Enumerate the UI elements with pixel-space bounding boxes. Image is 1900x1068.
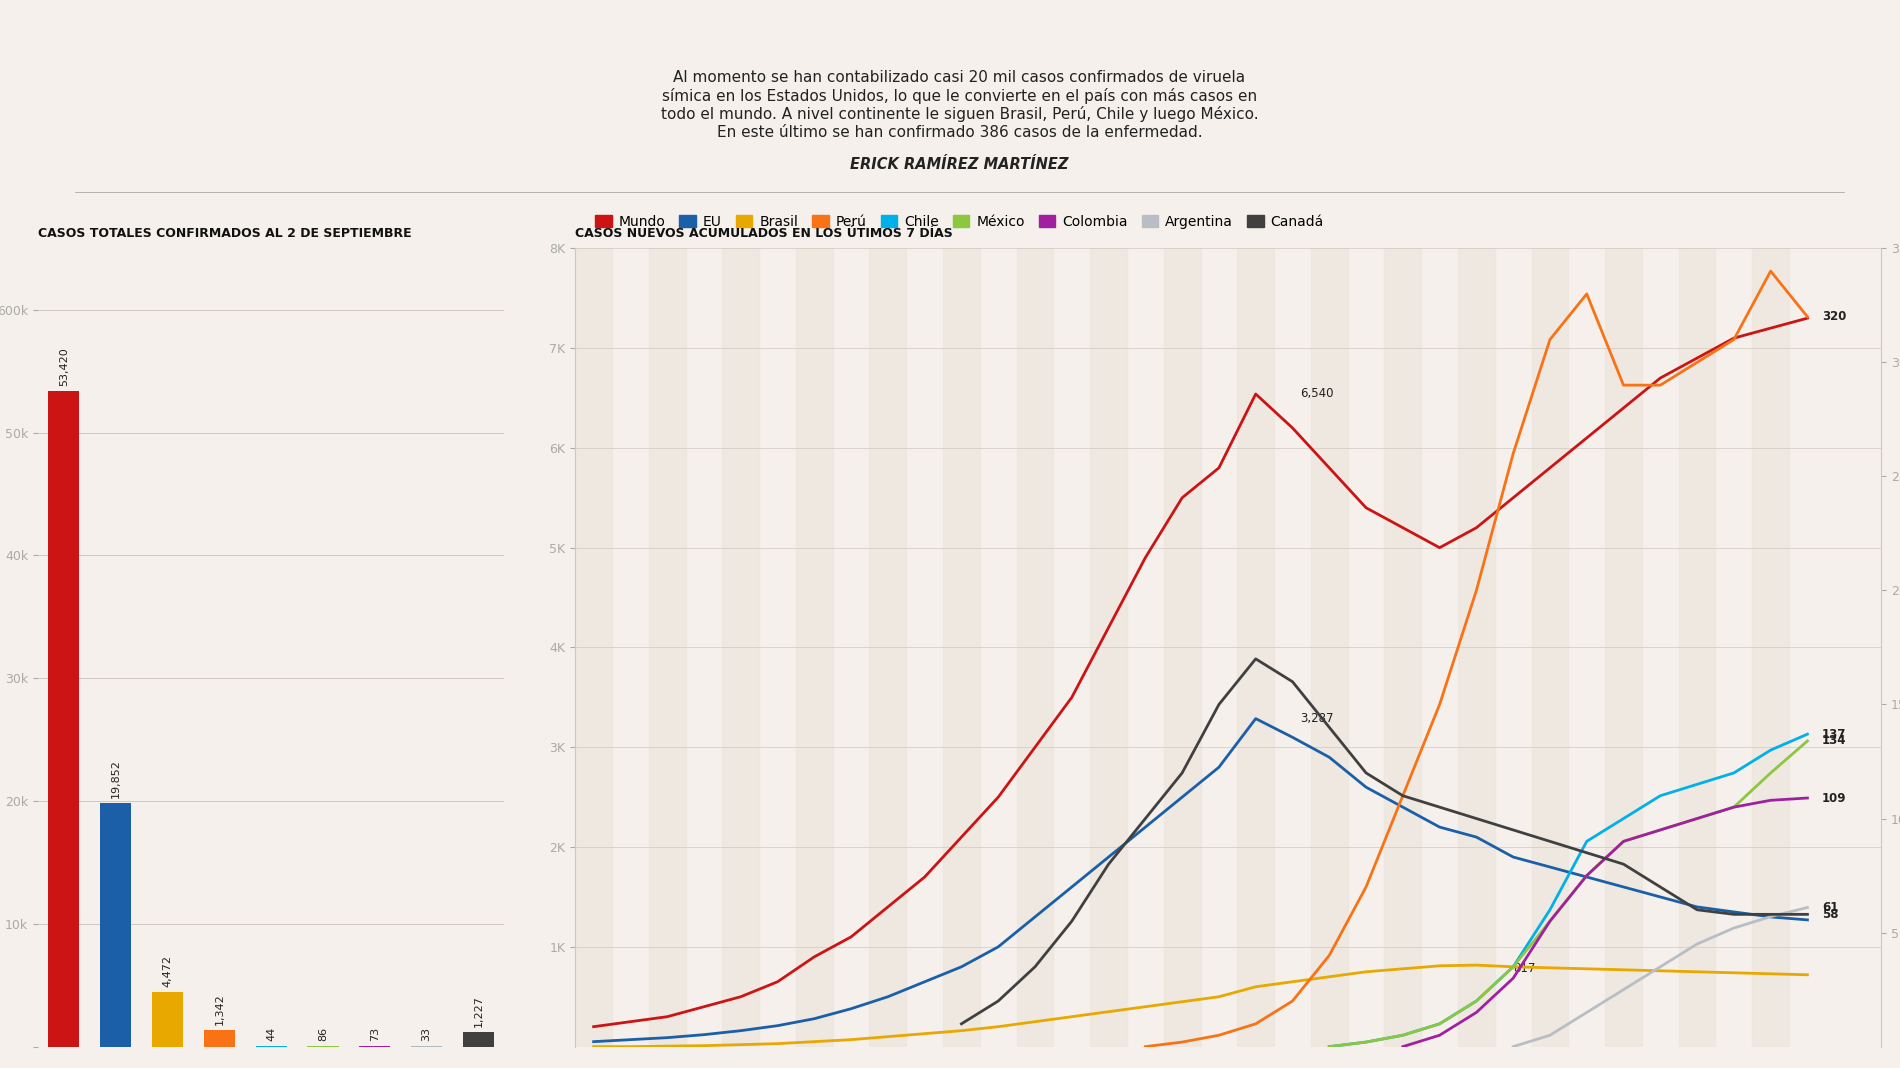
Bar <box>870 248 906 1047</box>
Bar <box>1311 248 1347 1047</box>
Bar <box>1237 248 1275 1047</box>
Text: 817: 817 <box>1512 962 1535 975</box>
Text: 61: 61 <box>1822 901 1839 914</box>
Bar <box>1606 248 1642 1047</box>
Bar <box>942 248 980 1047</box>
Text: 137: 137 <box>1822 727 1847 740</box>
Bar <box>648 248 686 1047</box>
Text: CASOS TOTALES CONFIRMADOS AL 2 DE SEPTIEMBRE: CASOS TOTALES CONFIRMADOS AL 2 DE SEPTIE… <box>38 227 412 240</box>
Text: 73: 73 <box>370 1026 380 1041</box>
Text: 6,540: 6,540 <box>1300 388 1334 400</box>
Text: 86: 86 <box>317 1026 329 1040</box>
Text: 3,287: 3,287 <box>1300 712 1334 725</box>
Bar <box>1457 248 1495 1047</box>
Bar <box>1385 248 1421 1047</box>
Text: 19,852: 19,852 <box>110 759 122 798</box>
Text: 33: 33 <box>422 1027 431 1041</box>
Bar <box>203 1031 236 1047</box>
Bar <box>152 992 182 1047</box>
Bar <box>48 391 80 1047</box>
Bar <box>576 248 612 1047</box>
Bar <box>101 803 131 1047</box>
Text: CASOS NUEVOS ACUMULADOS EN LOS ÚTIMOS 7 DÍAS: CASOS NUEVOS ACUMULADOS EN LOS ÚTIMOS 7 … <box>576 227 954 240</box>
Bar <box>1680 248 1716 1047</box>
Text: 1,342: 1,342 <box>215 993 224 1025</box>
Text: Al momento se han contabilizado casi 20 mil casos confirmados de viruela
símica : Al momento se han contabilizado casi 20 … <box>661 70 1258 140</box>
Text: 53,420: 53,420 <box>59 347 68 386</box>
Legend: Mundo, EU, Brasil, Perú, Chile, México, Colombia, Argentina, Canadá: Mundo, EU, Brasil, Perú, Chile, México, … <box>589 209 1330 235</box>
Text: 1,227: 1,227 <box>473 994 483 1026</box>
Bar <box>722 248 760 1047</box>
Text: ERICK RAMÍREZ MARTÍNEZ: ERICK RAMÍREZ MARTÍNEZ <box>851 157 1068 172</box>
Text: 44: 44 <box>266 1027 275 1041</box>
Text: 4,472: 4,472 <box>163 955 173 987</box>
Text: 134: 134 <box>1822 735 1847 748</box>
Bar <box>464 1032 494 1047</box>
Bar <box>796 248 832 1047</box>
Bar <box>1531 248 1568 1047</box>
Bar <box>1752 248 1790 1047</box>
Text: 109: 109 <box>1822 791 1847 804</box>
Text: 58: 58 <box>1822 908 1839 921</box>
Text: 320: 320 <box>1822 310 1847 324</box>
Bar <box>1017 248 1053 1047</box>
Bar <box>1091 248 1127 1047</box>
Bar <box>1163 248 1201 1047</box>
